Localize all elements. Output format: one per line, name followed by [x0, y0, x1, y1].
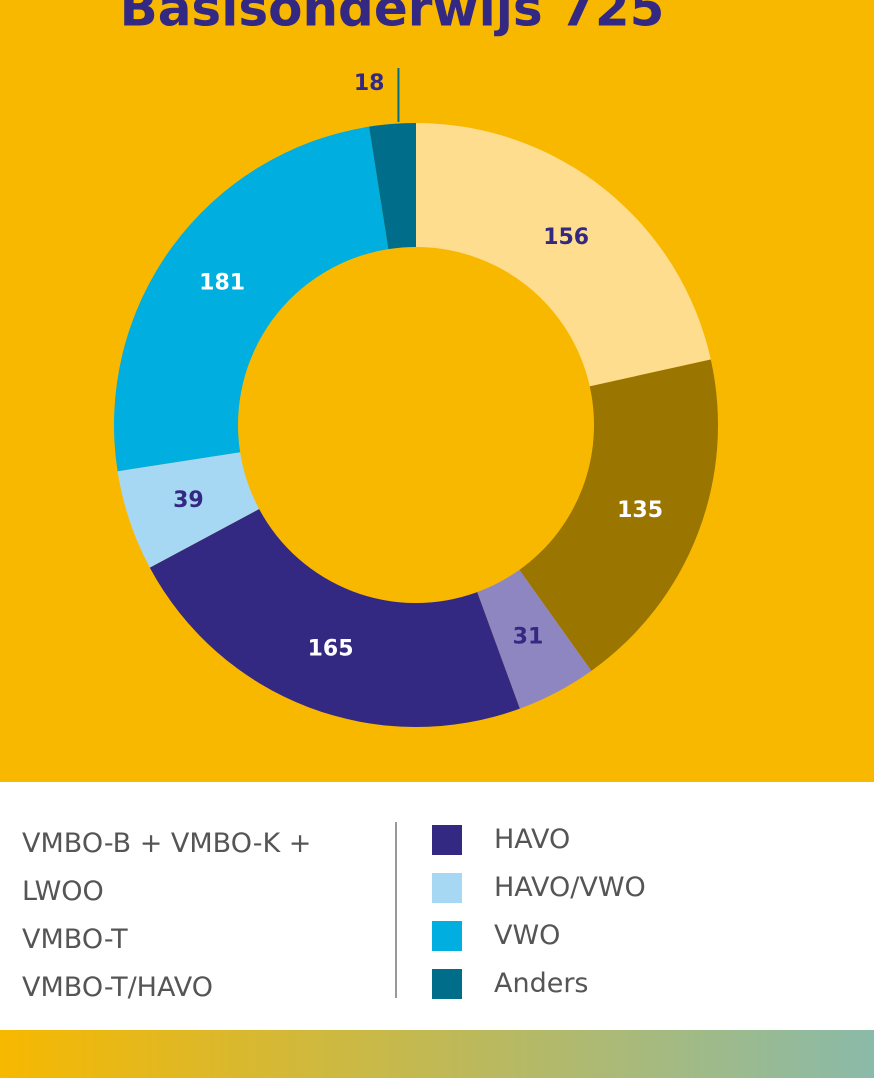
- legend-item: HAVO: [432, 816, 646, 864]
- legend-swatch: [432, 921, 462, 951]
- donut-slice: [113, 126, 389, 472]
- legend-label: VWO: [494, 920, 561, 951]
- data-label: 31: [513, 624, 544, 649]
- legend-right: HAVO HAVO/VWO VWO Anders: [432, 816, 646, 1008]
- legend-label: VMBO-B + VMBO-K + LWOO: [22, 828, 312, 907]
- legend-item: HAVO/VWO: [432, 864, 646, 912]
- donut-slice: [117, 452, 260, 568]
- legend-swatch: [432, 969, 462, 999]
- chart-title: Basisonderwijs 725: [120, 0, 665, 38]
- donut-slice: [369, 123, 416, 250]
- legend-item: Anders: [432, 960, 646, 1008]
- legend-label: HAVO: [494, 824, 571, 855]
- legend-swatch: [432, 873, 462, 903]
- donut-slice: [519, 359, 718, 671]
- legend-label: Anders: [494, 968, 589, 999]
- legend-left: VMBO-B + VMBO-K + LWOO VMBO-T VMBO-T/HAVO: [22, 820, 352, 1012]
- data-label: 18: [354, 71, 385, 96]
- legend-label: VMBO-T: [22, 924, 128, 955]
- data-label: 181: [199, 271, 245, 296]
- data-label: 135: [617, 498, 663, 523]
- legend-label: VMBO-T/HAVO: [22, 972, 213, 1003]
- legend-swatch: [432, 825, 462, 855]
- legend-label: HAVO/VWO: [494, 872, 646, 903]
- data-label: 156: [543, 225, 589, 250]
- donut-slice: [416, 123, 711, 387]
- footer-band: [0, 1030, 874, 1078]
- data-label: 39: [173, 488, 204, 513]
- legend-item: VWO: [432, 912, 646, 960]
- donut-slice: [149, 509, 520, 727]
- donut-slice: [477, 569, 592, 709]
- data-label: 165: [308, 636, 354, 661]
